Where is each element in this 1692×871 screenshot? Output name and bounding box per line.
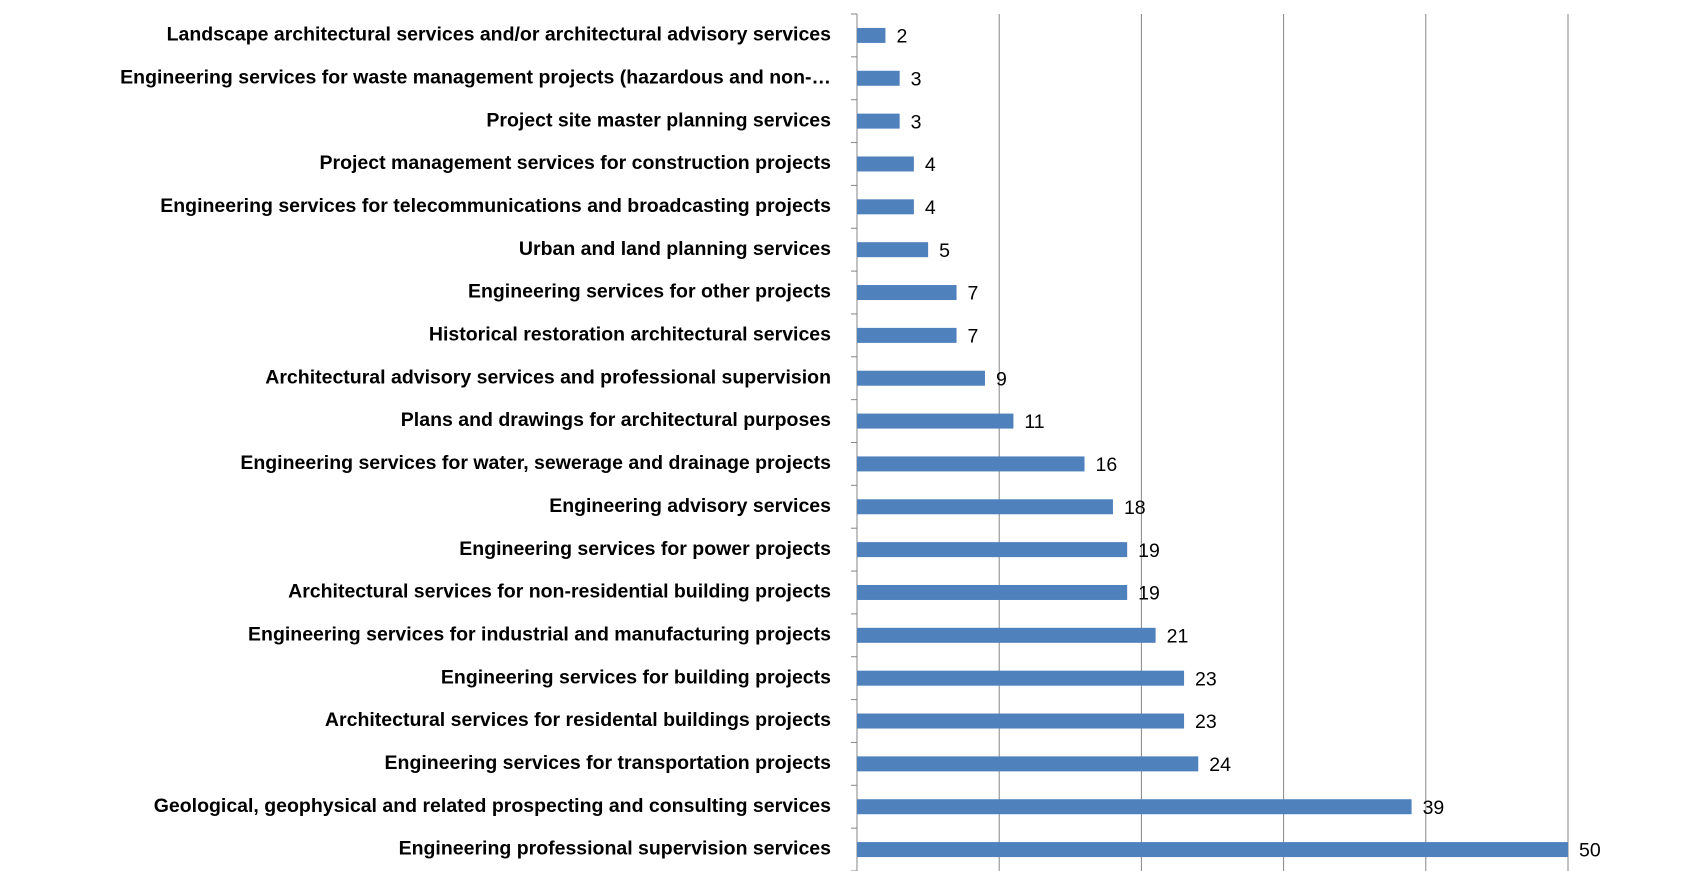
y-tick-label: Historical restoration architectural ser… — [429, 324, 831, 346]
bar — [857, 670, 1185, 686]
bar — [857, 285, 957, 301]
y-tick-label: Engineering services for building projec… — [441, 666, 831, 688]
value-label: 23 — [1195, 668, 1217, 690]
y-tick-label: Engineering advisory services — [549, 495, 831, 517]
y-tick-label: Engineering professional supervision ser… — [399, 838, 832, 860]
bar — [857, 713, 1185, 729]
bar — [857, 242, 929, 258]
value-label: 4 — [925, 154, 936, 176]
bar — [857, 156, 914, 172]
bar — [857, 799, 1412, 815]
bar — [857, 756, 1199, 772]
value-label: 4 — [925, 197, 936, 219]
y-tick-label: Project site master planning services — [486, 109, 831, 131]
value-label: 3 — [911, 111, 922, 133]
bar — [857, 584, 1128, 600]
bar — [857, 842, 1568, 858]
value-label: 19 — [1138, 583, 1160, 605]
bar — [857, 27, 886, 43]
value-label: 24 — [1209, 754, 1231, 776]
value-label: 50 — [1579, 840, 1601, 862]
value-label: 18 — [1124, 497, 1146, 519]
value-label: 23 — [1195, 711, 1217, 733]
bar — [857, 70, 900, 86]
y-tick-label: Engineering services for industrial and … — [248, 623, 831, 645]
bar — [857, 542, 1128, 558]
y-tick-label: Architectural services for residental bu… — [325, 709, 831, 731]
value-label: 39 — [1423, 797, 1445, 819]
bar — [857, 113, 900, 129]
bar — [857, 627, 1156, 643]
value-label: 9 — [996, 368, 1007, 390]
y-tick-label: Plans and drawings for architectural pur… — [401, 409, 831, 431]
y-tick-label: Engineering services for power projects — [459, 538, 831, 560]
value-label: 2 — [896, 26, 907, 48]
bar — [857, 499, 1113, 515]
y-tick-label: Engineering services for other projects — [468, 281, 831, 303]
value-label: 21 — [1167, 625, 1189, 647]
y-tick-label: Landscape architectural services and/or … — [167, 24, 832, 46]
y-tick-label: Project management services for construc… — [320, 152, 832, 174]
value-label: 11 — [1024, 411, 1044, 433]
value-label: 16 — [1096, 454, 1118, 476]
bar — [857, 199, 914, 215]
bar — [857, 370, 985, 386]
y-tick-label: Geological, geophysical and related pros… — [154, 795, 831, 817]
y-tick-label: Architectural services for non-residenti… — [288, 581, 831, 603]
bar — [857, 327, 957, 343]
value-label: 5 — [939, 240, 950, 262]
value-label: 19 — [1138, 540, 1160, 562]
value-label: 7 — [968, 283, 979, 305]
y-tick-label: Architectural advisory services and prof… — [265, 366, 831, 388]
value-label: 7 — [968, 326, 979, 348]
y-tick-label: Engineering services for telecommunicati… — [160, 195, 831, 217]
y-tick-label: Engineering services for transportation … — [385, 752, 832, 774]
value-label: 3 — [911, 68, 922, 90]
y-tick-label: Engineering services for waste managemen… — [120, 66, 831, 88]
bar — [857, 456, 1085, 472]
bar — [857, 413, 1014, 429]
y-tick-label: Engineering services for water, sewerage… — [240, 452, 831, 474]
y-tick-label: Urban and land planning services — [519, 238, 831, 260]
